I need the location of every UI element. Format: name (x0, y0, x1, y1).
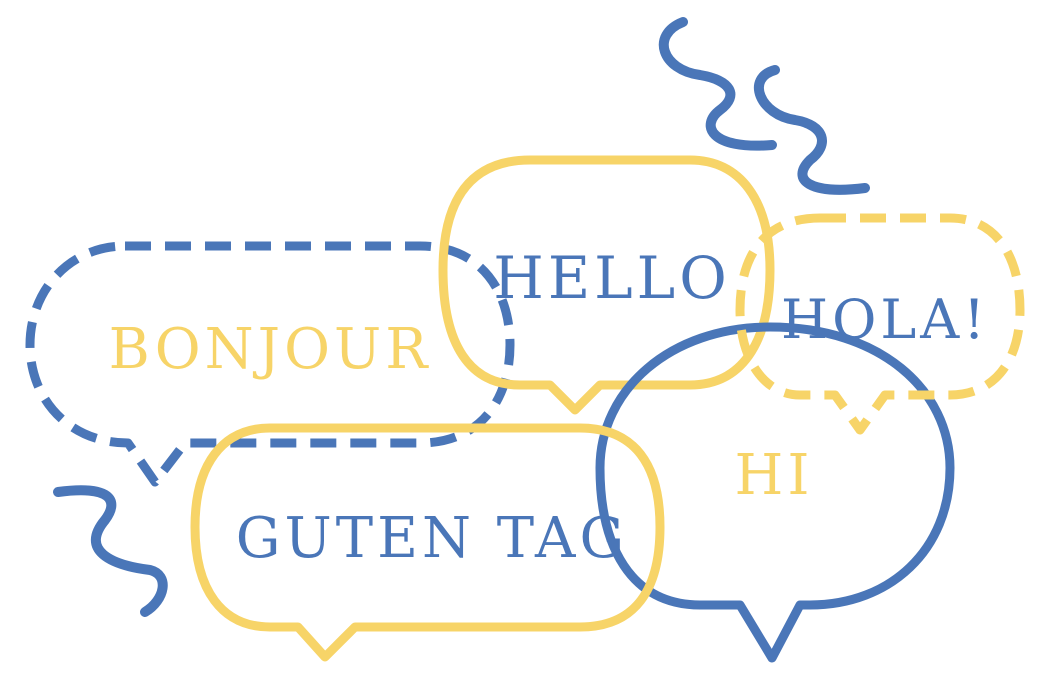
hola-speech-bubble (735, 213, 1025, 435)
squiggle-decoration-bottom-left (53, 485, 168, 617)
guten-tag-speech-bubble (190, 423, 665, 662)
hola-label: HOLA! (781, 288, 989, 351)
squiggle-decoration-top-right (753, 65, 870, 195)
bonjour-label: BONJOUR (109, 317, 432, 382)
hello-label: HELLO (493, 244, 731, 312)
hi-speech-bubble (595, 322, 955, 663)
hi-label: HI (735, 443, 814, 508)
bonjour-speech-bubble (25, 241, 515, 487)
squiggle-decoration-top-left (658, 17, 777, 151)
hello-speech-bubble (438, 155, 775, 415)
guten-tag-label: GUTEN TAG (236, 506, 628, 571)
